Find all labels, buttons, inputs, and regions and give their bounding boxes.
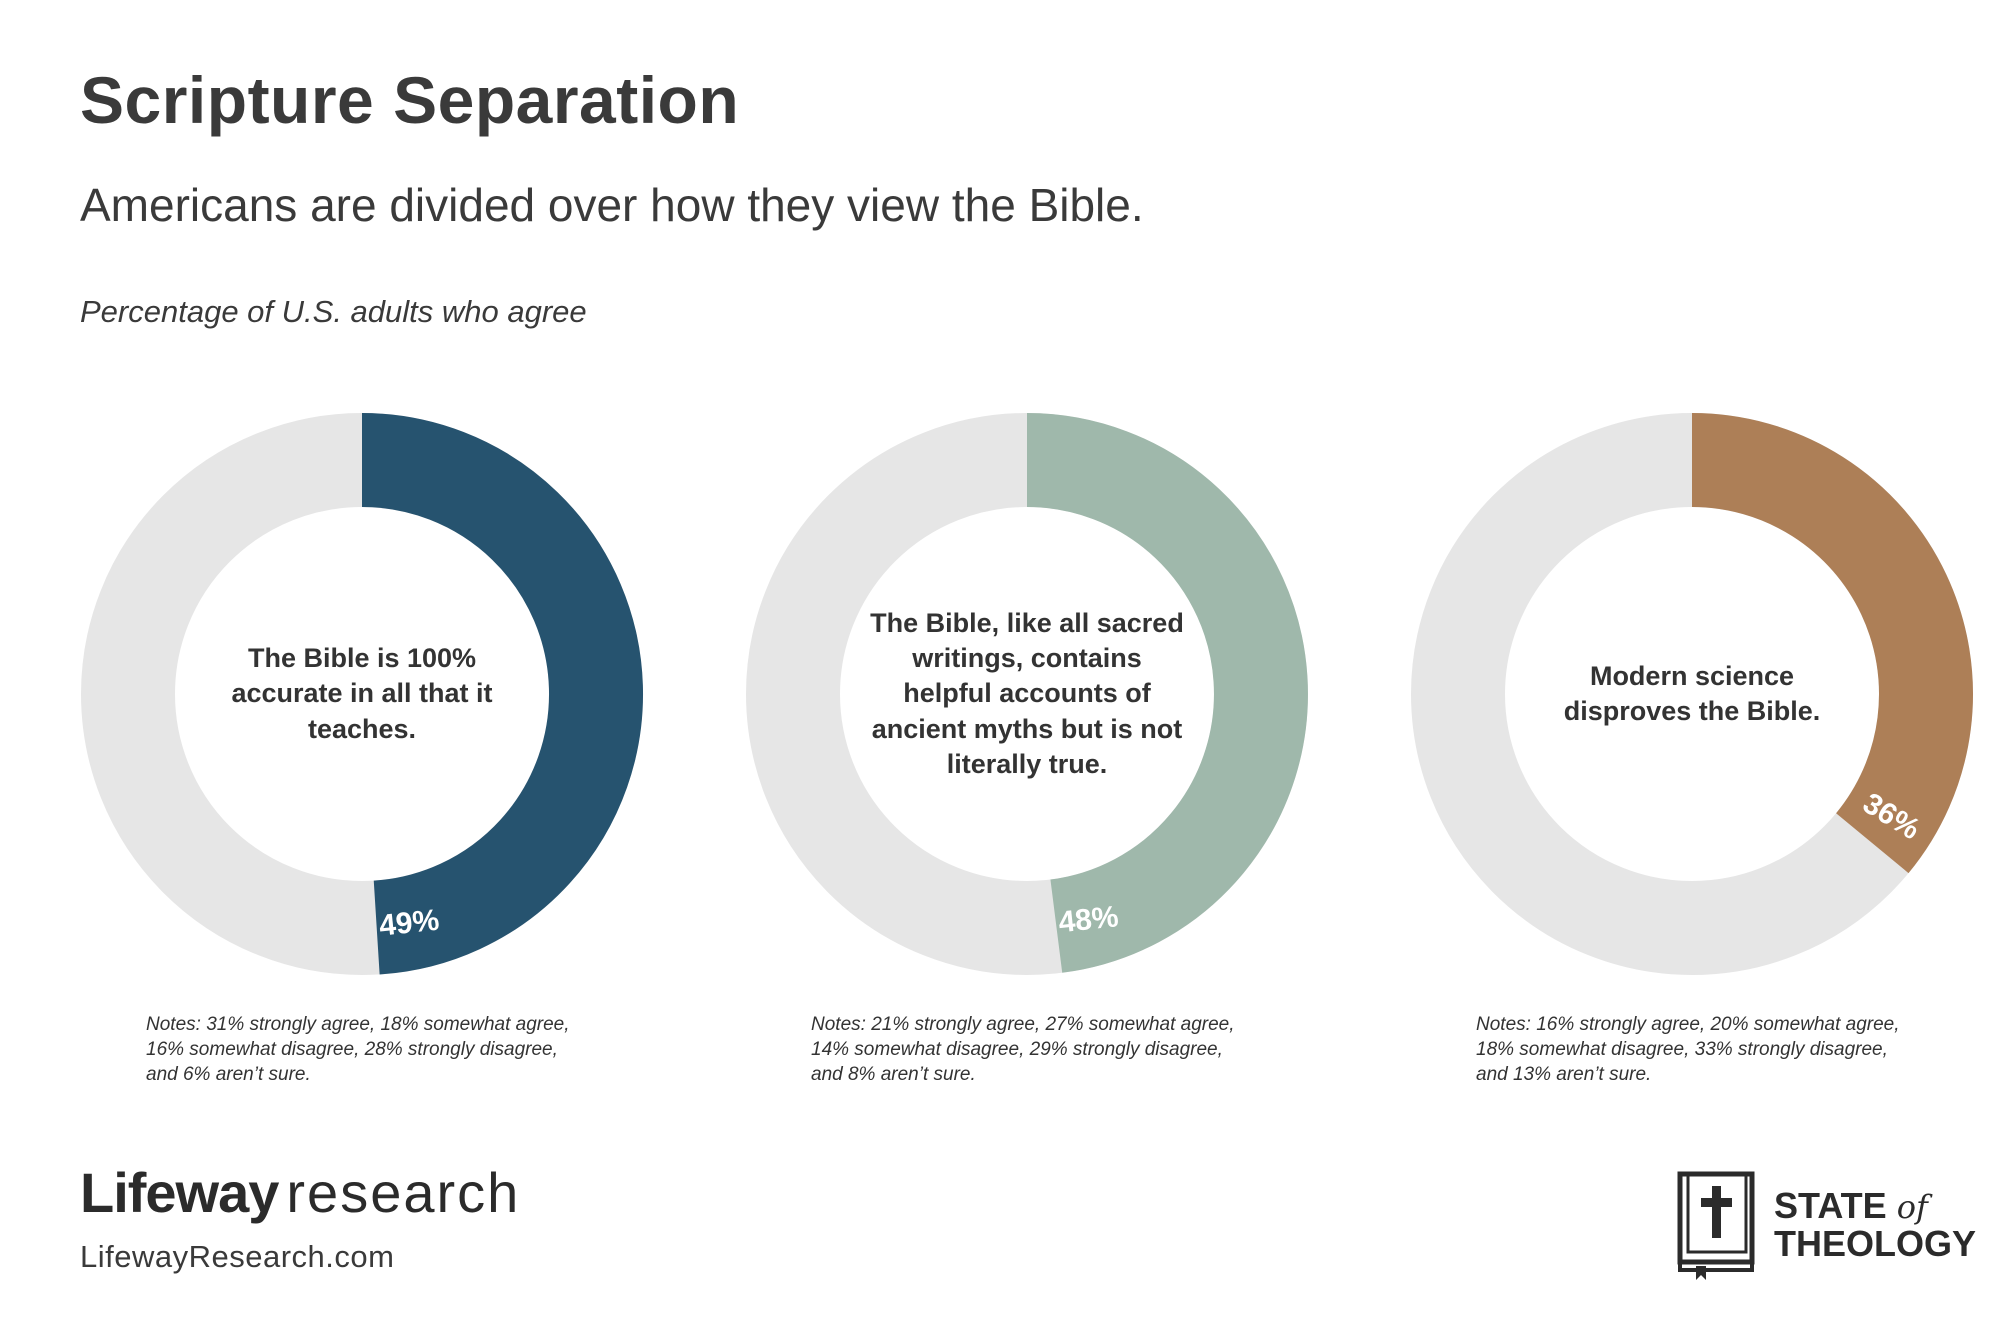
state-of-theology-wordmark: STATE of THEOLOGY (1774, 1187, 1976, 1263)
logo-research: research (286, 1161, 521, 1224)
donut-chart-2: 48% The Bible, like all sacred writings,… (745, 412, 1309, 976)
donut-notes-2: Notes: 21% strongly agree, 27% somewhat … (811, 1014, 1235, 1086)
state-of-theology-brand: STATE of THEOLOGY (1676, 1170, 1976, 1280)
donut-segment (1026, 413, 1308, 973)
donut-value-label: 48% (1057, 900, 1120, 939)
donut-notes-3: Notes: 16% strongly agree, 20% somewhat … (1476, 1014, 1900, 1086)
donut-statement: The Bible, like all sacred writings, con… (870, 608, 1184, 779)
chart-caption: Percentage of U.S. adults who agree (80, 294, 587, 329)
donut-segment (1691, 413, 1973, 874)
wordmark-theology: THEOLOGY (1774, 1223, 1977, 1264)
bible-cross-icon (1677, 1171, 1755, 1280)
donut-chart-1: 49% The Bible is 100% accurate in all th… (80, 412, 644, 976)
chart-title: Scripture Separation (80, 63, 740, 137)
donut-svg: 48% (746, 413, 1308, 975)
donut-chart-3: 36% Modern science disproves the Bible. (1410, 412, 1974, 976)
donut-value-label: 49% (378, 904, 441, 943)
lifeway-research-brand: Lifeway research LifewayResearch.com (80, 1160, 520, 1275)
donut-svg: 36% (1411, 413, 1973, 975)
wordmark-state: STATE (1774, 1185, 1887, 1227)
chart-subtitle: Americans are divided over how they view… (80, 179, 1144, 231)
lifeway-url[interactable]: LifewayResearch.com (80, 1239, 395, 1274)
wordmark-of: of (1896, 1188, 1928, 1227)
donut-segment (361, 413, 644, 975)
donut-notes-1: Notes: 31% strongly agree, 18% somewhat … (146, 1014, 570, 1086)
lifeway-research-logo: Lifeway research (80, 1160, 520, 1225)
logo-lifeway: Lifeway (80, 1161, 279, 1224)
donut-statement: Modern science disproves the Bible. (1563, 660, 1821, 726)
donut-statement: The Bible is 100% accurate in all that i… (231, 643, 493, 744)
donut-svg: 49% (81, 413, 644, 975)
